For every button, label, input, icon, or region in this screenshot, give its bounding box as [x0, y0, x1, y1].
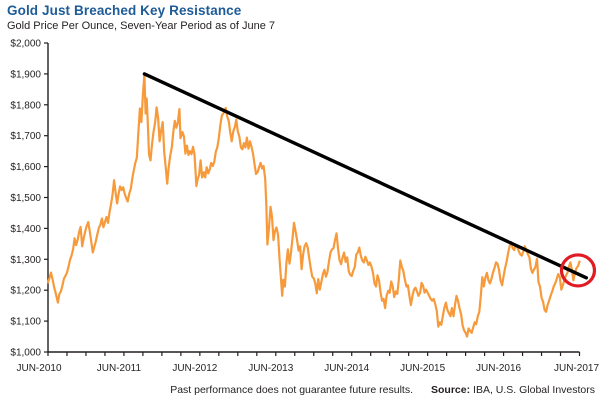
- chart-footer: Past performance does not guarantee futu…: [170, 384, 595, 396]
- source-label: Source:: [431, 384, 471, 396]
- disclaimer-text: Past performance does not guarantee futu…: [170, 384, 414, 396]
- gold-price-line: [46, 73, 581, 338]
- chart-title: Gold Just Breached Key Resistance: [7, 3, 242, 18]
- x-axis-tick-label: JUN-2016: [476, 363, 521, 374]
- x-axis-tick-label: JUN-2011: [97, 363, 142, 374]
- y-axis-tick-label: $1,100: [10, 317, 41, 328]
- y-axis-tick-label: $1,400: [10, 224, 41, 235]
- source-line: Source: IBA, U.S. Global Investors: [431, 384, 595, 396]
- x-axis-tick-label: JUN-2010: [16, 363, 61, 374]
- y-axis-tick-label: $1,000: [10, 348, 41, 359]
- resistance-trendline: [142, 72, 589, 280]
- x-axis-tick-label: JUN-2015: [400, 363, 445, 374]
- y-axis-tick-label: $1,800: [10, 100, 41, 111]
- x-axis-tick-label: JUN-2017: [554, 363, 599, 374]
- source-text: IBA, U.S. Global Investors: [473, 384, 595, 396]
- x-axis-tick-label: JUN-2014: [324, 363, 369, 374]
- y-axis-tick-label: $1,700: [10, 131, 41, 142]
- chart-subtitle: Gold Price Per Ounce, Seven-Year Period …: [7, 20, 276, 32]
- y-axis-tick-label: $1,500: [10, 193, 41, 204]
- breakout-highlight-circle: [559, 253, 597, 288]
- y-axis-tick-label: $1,600: [10, 162, 41, 173]
- y-axis-tick-label: $1,200: [10, 286, 41, 297]
- x-axis-tick-label: JUN-2012: [172, 363, 217, 374]
- x-axis-tick-label: JUN-2013: [248, 363, 293, 374]
- y-axis-tick-label: $1,300: [10, 255, 41, 266]
- y-axis-tick-label: $2,000: [10, 39, 41, 50]
- chart-header: Gold Just Breached Key Resistance Gold P…: [7, 3, 275, 32]
- y-axis-tick-label: $1,900: [10, 69, 41, 80]
